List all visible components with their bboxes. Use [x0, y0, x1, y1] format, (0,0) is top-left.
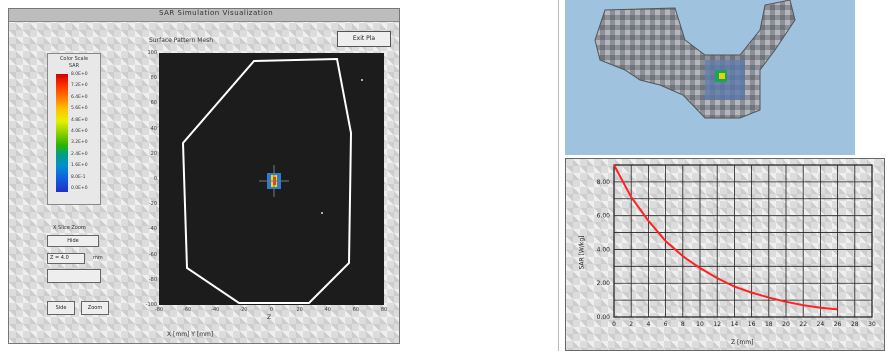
- plot-y-tick-label: -100: [145, 302, 157, 308]
- chart-x-tick-label: 6: [664, 321, 668, 328]
- color-scale-label: 5.6E+0: [71, 106, 88, 112]
- marker-dot: [361, 79, 363, 81]
- chart-y-tick-label: 4.00: [597, 246, 611, 253]
- chart-x-tick-label: 4: [646, 321, 650, 328]
- head-contour-outline: [181, 57, 353, 304]
- color-scale-label: 4.8E+0: [71, 117, 88, 123]
- z-unit-label: mm: [93, 255, 103, 261]
- plot-x-tick-label: 80: [380, 307, 388, 313]
- plot-y-tick-label: 100: [147, 50, 157, 56]
- sar-depth-curve: [613, 164, 838, 311]
- hide-button[interactable]: Hide: [47, 235, 99, 247]
- chart-x-tick-label: 28: [851, 321, 859, 328]
- bottom-coordinate-fields: X [mm] Y [mm]: [167, 331, 214, 338]
- zoom-button[interactable]: Zoom: [81, 301, 109, 315]
- color-scale-label: 8.0E+0: [71, 72, 88, 77]
- window-titlebar: SAR Simulation Visualization: [9, 9, 399, 22]
- chart-y-tick-label: 0.00: [597, 314, 611, 321]
- color-scale-title: Color Scale: [59, 56, 89, 62]
- phantom-3d-view[interactable]: [565, 0, 855, 155]
- plot-x-tick-label: -20: [239, 307, 248, 313]
- plot-x-tick-label: 40: [324, 307, 331, 313]
- chart-frame: [613, 164, 873, 318]
- chart-x-tick-label: 12: [713, 321, 721, 328]
- chart-x-tick-label: 0: [612, 321, 616, 328]
- sar-depth-chart-panel: 0 2 4 6 8 10 12 14 16 18 20 22 24 26 28 30 0.00 2.00 4.00 6…: [565, 158, 885, 351]
- slider-track[interactable]: [47, 269, 101, 283]
- plot-x-tick-label: -80: [154, 307, 164, 313]
- color-scale-label: 2.4E+0: [71, 151, 88, 157]
- sar-depth-chart: 0 2 4 6 8 10 12 14 16 18 20 22 24 26 28 300.002.004.006…: [597, 164, 876, 328]
- color-scale-label: 3.2E+0: [71, 140, 88, 146]
- sar-slice-plot[interactable]: [159, 53, 384, 305]
- exit-button[interactable]: Exit Pla: [337, 31, 391, 47]
- side-button[interactable]: Side: [47, 301, 75, 315]
- chart-x-axis-label: Z [mm]: [731, 339, 754, 346]
- phantom-mesh: [594, 0, 796, 119]
- color-scale-label: 4.0E+0: [71, 129, 88, 134]
- plot-x-axis-label: Z: [267, 314, 272, 321]
- chart-x-tick-label: 22: [799, 321, 807, 328]
- color-scale-label: 6.4E+0: [71, 94, 88, 100]
- color-scale-label: 7.2E+0: [71, 83, 88, 89]
- slice-zoom-label: X Slice Zoom: [53, 225, 86, 231]
- color-scale-label: 0.0E+0: [71, 186, 88, 191]
- plot-y-tick-label: 40: [150, 125, 157, 132]
- chart-x-tick-label: 10: [696, 321, 704, 328]
- color-scale-unit: SAR: [68, 63, 80, 69]
- plot-y-tick-label: -60: [148, 251, 157, 258]
- chart-y-tick-label: 2.00: [597, 280, 611, 287]
- chart-x-tick-label: 16: [748, 321, 756, 328]
- chart-y-tick-label: 8.00: [597, 179, 611, 186]
- plot-y-tick-label: -20: [148, 201, 157, 208]
- slice-plot-svg: [181, 57, 363, 304]
- chart-x-tick-label: 26: [834, 321, 842, 328]
- plot-x-tick-label: -60: [183, 307, 192, 313]
- color-scale-label: 8.0E-1: [71, 174, 86, 180]
- panel-divider: [558, 0, 559, 351]
- phantom-3d-svg: [594, 0, 796, 119]
- sar-viewer-window: SAR Simulation Visualization Surface Pat…: [8, 8, 400, 344]
- chart-x-tick-label: 30: [868, 321, 876, 328]
- plot-y-tick-label: 80: [150, 75, 157, 82]
- chart-y-axis-label: SAR [W/kg]: [578, 235, 586, 270]
- color-scale-label: 1.6E+0: [71, 163, 88, 169]
- z-position-field[interactable]: Z = 4.0: [47, 253, 85, 264]
- plot-y-tick-label: 20: [150, 150, 157, 157]
- chart-x-tick-label: 18: [765, 321, 773, 328]
- marker-dot: [321, 212, 323, 214]
- color-scale-panel: Color Scale SAR 8.0E+0 7.2E+0 6.4E+0 5.6E+0…: [47, 53, 101, 205]
- plot-x-tick-label: 20: [296, 307, 303, 313]
- plot-x-tick-label: 0: [269, 307, 274, 313]
- sar-surface-peak: [719, 73, 725, 79]
- window-title: SAR Simulation Visualization: [159, 9, 274, 17]
- plot-x-tick-label: 60: [352, 307, 360, 313]
- plot-y-tick-label: -80: [148, 276, 157, 283]
- plot-x-tick-label: -40: [211, 307, 220, 313]
- plot-y-tick-label: 0: [153, 176, 157, 182]
- chart-x-tick-label: 14: [731, 321, 739, 328]
- plot-y-tick-label: -40: [148, 226, 157, 233]
- chart-y-tick-label: 6.00: [597, 213, 611, 220]
- plot-y-tick-label: 60: [150, 100, 157, 107]
- color-scale-gradient: [56, 74, 68, 192]
- chart-x-tick-label: 2: [629, 321, 633, 328]
- chart-x-tick-label: 24: [817, 321, 825, 328]
- chart-x-tick-label: 20: [782, 321, 790, 328]
- menu-bar[interactable]: Surface Pattern Mesh: [149, 37, 214, 44]
- chart-x-tick-label: 8: [681, 321, 685, 328]
